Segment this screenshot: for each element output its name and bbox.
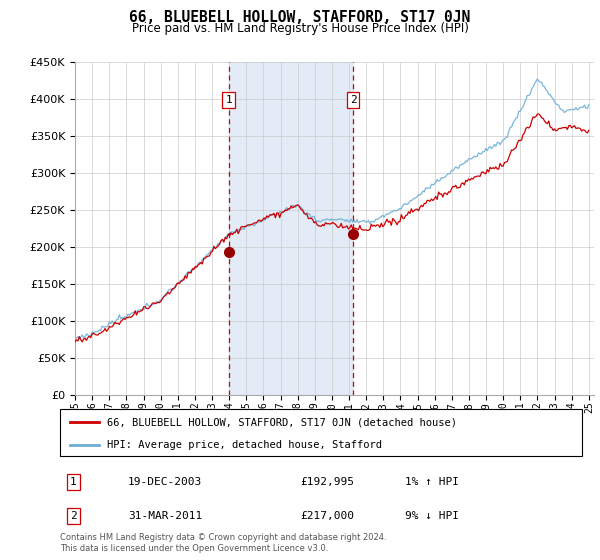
Text: £217,000: £217,000	[300, 511, 354, 521]
Text: 66, BLUEBELL HOLLOW, STAFFORD, ST17 0JN (detached house): 66, BLUEBELL HOLLOW, STAFFORD, ST17 0JN …	[107, 417, 457, 427]
Text: Price paid vs. HM Land Registry's House Price Index (HPI): Price paid vs. HM Land Registry's House …	[131, 22, 469, 35]
Text: 1% ↑ HPI: 1% ↑ HPI	[404, 477, 458, 487]
Text: 1: 1	[70, 477, 76, 487]
Bar	[229, 62, 353, 395]
Text: 2: 2	[350, 95, 357, 105]
Text: 31-MAR-2011: 31-MAR-2011	[128, 511, 202, 521]
Text: 1: 1	[225, 95, 232, 105]
Text: £192,995: £192,995	[300, 477, 354, 487]
Text: HPI: Average price, detached house, Stafford: HPI: Average price, detached house, Staf…	[107, 440, 382, 450]
Text: 9% ↓ HPI: 9% ↓ HPI	[404, 511, 458, 521]
Text: 2: 2	[70, 511, 76, 521]
Text: 19-DEC-2003: 19-DEC-2003	[128, 477, 202, 487]
Text: Contains HM Land Registry data © Crown copyright and database right 2024.
This d: Contains HM Land Registry data © Crown c…	[60, 533, 386, 553]
Text: 66, BLUEBELL HOLLOW, STAFFORD, ST17 0JN: 66, BLUEBELL HOLLOW, STAFFORD, ST17 0JN	[130, 10, 470, 25]
